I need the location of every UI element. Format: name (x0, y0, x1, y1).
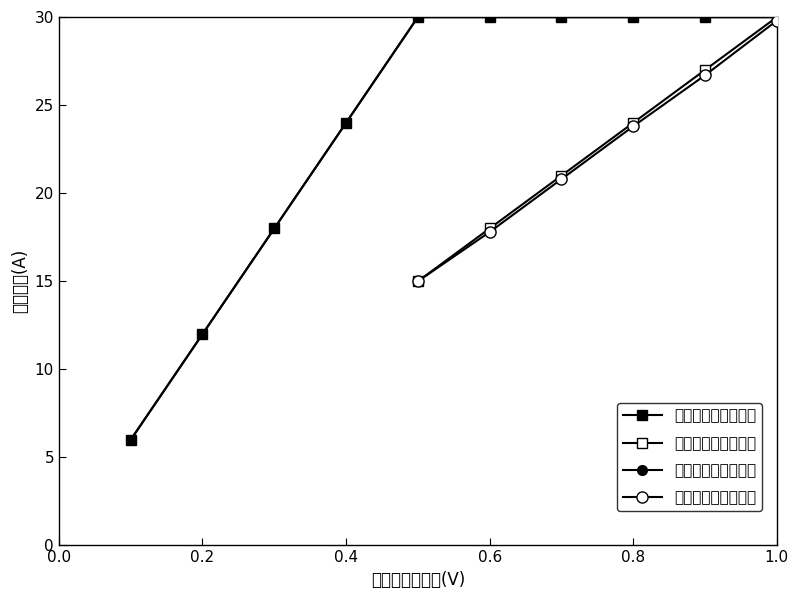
峰化放大器（理想） (700, 67, 710, 74)
Line: 载波放大器（理想）: 载波放大器（理想） (126, 12, 782, 445)
载波放大器（理想） (413, 14, 422, 21)
峰化放大器（理想） (413, 278, 422, 285)
Line: 峰化放大器（理想）: 峰化放大器（理想） (413, 12, 782, 286)
载波放大器（理想） (126, 436, 135, 443)
载波放大器（实际） (413, 14, 422, 21)
峰化放大器（实际） (413, 278, 422, 285)
峰化放大器（实际） (700, 71, 710, 79)
载波放大器（理想） (270, 225, 279, 232)
载波放大器（理想） (772, 14, 782, 21)
峰化放大器（理想） (772, 14, 782, 21)
峰化放大器（理想） (629, 119, 638, 127)
载波放大器（实际） (557, 14, 566, 21)
Line: 载波放大器（实际）: 载波放大器（实际） (126, 12, 782, 445)
峰化放大器（实际） (629, 123, 638, 130)
载波放大器（实际） (629, 14, 638, 21)
X-axis label: 规格化输入电压(V): 规格化输入电压(V) (370, 571, 465, 589)
峰化放大器（理想） (485, 225, 494, 232)
载波放大器（理想） (557, 14, 566, 21)
Line: 峰化放大器（实际）: 峰化放大器（实际） (412, 15, 782, 287)
载波放大器（理想） (342, 119, 351, 127)
载波放大器（实际） (700, 14, 710, 21)
峰化放大器（理想） (557, 172, 566, 179)
载波放大器（实际） (270, 225, 279, 232)
载波放大器（实际） (485, 14, 494, 21)
峰化放大器（实际） (772, 17, 782, 24)
载波放大器（理想） (629, 14, 638, 21)
载波放大器（理想） (485, 14, 494, 21)
载波放大器（理想） (198, 331, 207, 338)
载波放大器（实际） (126, 436, 135, 443)
峰化放大器（实际） (485, 229, 494, 236)
Y-axis label: 基波电流(A): 基波电流(A) (11, 249, 29, 313)
载波放大器（实际） (772, 14, 782, 21)
峰化放大器（实际） (557, 176, 566, 183)
载波放大器（实际） (198, 331, 207, 338)
载波放大器（实际） (342, 119, 351, 127)
Legend: 载波放大器（理想）, 峰化放大器（理想）, 载波放大器（实际）, 峰化放大器（实际）: 载波放大器（理想）, 峰化放大器（理想）, 载波放大器（实际）, 峰化放大器（实… (618, 403, 762, 511)
载波放大器（理想） (700, 14, 710, 21)
